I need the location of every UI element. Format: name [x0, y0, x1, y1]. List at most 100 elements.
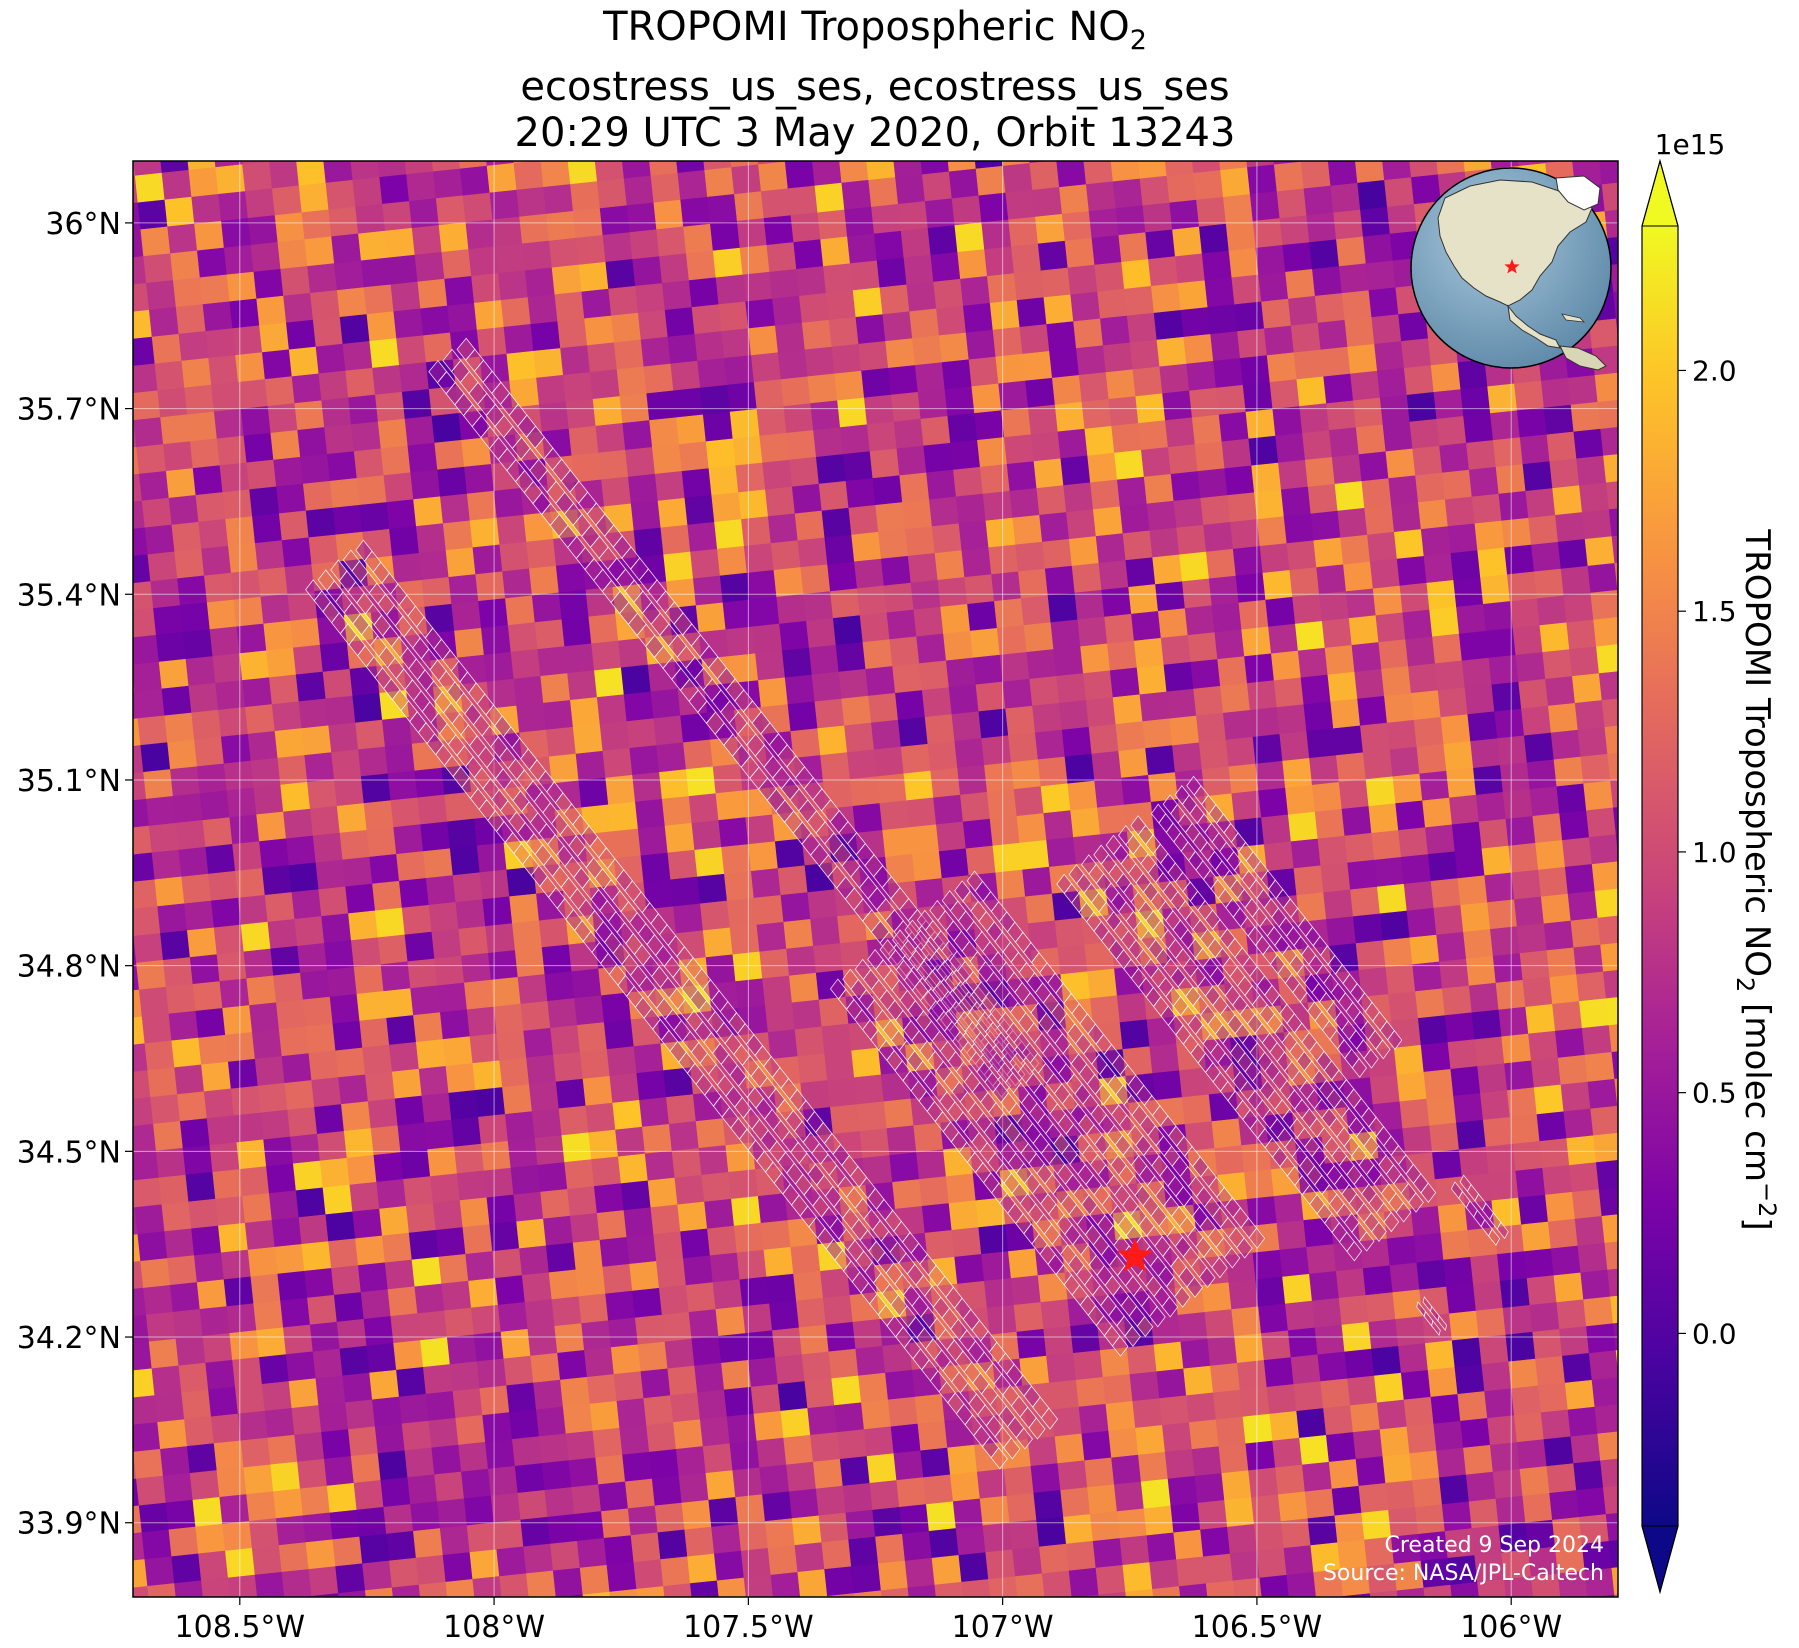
- no2-pixel: [572, 1239, 604, 1271]
- no2-pixel: [164, 196, 195, 228]
- no2-pixel: [1386, 1235, 1418, 1267]
- no2-pixel: [148, 307, 180, 338]
- no2-pixel: [141, 497, 173, 529]
- no2-pixel: [1570, 917, 1601, 949]
- no2-pixel: [1025, 893, 1056, 924]
- no2-pixel: [164, 1228, 195, 1259]
- no2-pixel: [1246, 680, 1278, 711]
- no2-pixel: [1266, 81, 1296, 111]
- no2-pixel: [220, 1249, 252, 1280]
- no2-pixel: [133, 309, 153, 340]
- no2-pixel: [814, 182, 845, 214]
- no2-pixel: [780, 376, 811, 407]
- no2-pixel: [1596, 128, 1626, 158]
- no2-pixel: [239, 1166, 270, 1197]
- no2-pixel: [1228, 1279, 1259, 1310]
- no2-pixel: [853, 1590, 883, 1597]
- no2-pixel: [797, 1053, 828, 1084]
- no2-pixel: [345, 367, 376, 399]
- no2-pixel: [951, 711, 982, 742]
- no2-pixel: [1460, 386, 1491, 417]
- no2-pixel: [218, 191, 249, 222]
- no2-pixel: [547, 998, 578, 1029]
- no2-pixel: [618, 1153, 649, 1184]
- no2-pixel: [530, 321, 561, 352]
- lat-tick-label: 34.5°N: [17, 1135, 121, 1170]
- no2-pixel: [783, 403, 814, 434]
- no2-pixel: [588, 1129, 619, 1160]
- no2-pixel: [259, 838, 290, 869]
- no2-pixel: [345, 1399, 376, 1430]
- no2-pixel: [790, 1244, 821, 1275]
- no2-pixel: [216, 435, 248, 466]
- no2-pixel: [1530, 1573, 1561, 1597]
- no2-pixel: [1501, 1033, 1532, 1064]
- no2-pixel: [1111, 423, 1142, 454]
- no2-pixel: [478, 1114, 509, 1145]
- no2-pixel: [1389, 746, 1421, 778]
- no2-pixel: [1465, 955, 1497, 987]
- no2-pixel: [212, 653, 243, 684]
- no2-pixel: [820, 752, 851, 783]
- no2-pixel: [482, 1412, 513, 1443]
- no2-pixel: [1475, 791, 1507, 823]
- no2-pixel: [650, 172, 682, 204]
- no2-pixel: [576, 1538, 608, 1569]
- no2-pixel: [1191, 414, 1223, 445]
- no2-pixel: [1046, 321, 1077, 352]
- no2-pixel: [1034, 729, 1066, 761]
- no2-pixel: [914, 362, 946, 393]
- no2-pixel: [1601, 1214, 1618, 1244]
- no2-pixel: [133, 608, 157, 638]
- no2-pixel: [202, 1333, 233, 1364]
- no2-pixel: [236, 623, 267, 654]
- no2-pixel: [70, 1103, 100, 1133]
- no2-pixel: [341, 1617, 371, 1647]
- no2-pixel: [195, 1523, 226, 1555]
- no2-pixel: [571, 968, 602, 999]
- no2-pixel: [393, 1340, 424, 1371]
- credit-source: Source: NASA/JPL-Caltech: [1323, 1561, 1604, 1586]
- no2-pixel: [1129, 1371, 1160, 1402]
- no2-pixel: [1223, 194, 1254, 225]
- no2-pixel: [697, 873, 728, 905]
- no2-pixel: [914, 1393, 946, 1425]
- no2-pixel: [1386, 204, 1418, 235]
- no2-pixel: [1218, 1443, 1249, 1474]
- no2-pixel: [572, 723, 604, 755]
- no2-pixel: [1158, 93, 1188, 123]
- no2-pixel: [750, 352, 782, 383]
- no2-pixel: [570, 697, 601, 728]
- no2-pixel: [1454, 848, 1486, 879]
- no2-pixel: [452, 1388, 483, 1419]
- footprint-pixel: [1211, 1256, 1228, 1279]
- no2-pixel: [218, 706, 249, 738]
- no2-pixel: [1549, 974, 1580, 1005]
- no2-pixel: [1557, 539, 1589, 570]
- globe-central-america: [1507, 304, 1561, 349]
- no2-pixel: [451, 1116, 482, 1148]
- no2-pixel: [1249, 191, 1281, 222]
- no2-pixel: [423, 848, 454, 879]
- no2-pixel: [885, 1369, 916, 1401]
- no2-pixel: [210, 111, 240, 141]
- no2-pixel: [766, 242, 797, 273]
- no2-pixel: [133, 1448, 164, 1480]
- no2-pixel: [723, 84, 753, 114]
- no2-pixel: [1409, 418, 1440, 450]
- no2-pixel: [1351, 642, 1382, 673]
- no2-pixel: [827, 1077, 858, 1108]
- no2-pixel: [561, 616, 592, 647]
- no2-pixel: [1021, 80, 1051, 110]
- no2-pixel: [485, 1439, 516, 1470]
- footprint-swath: [1416, 1296, 1448, 1337]
- lon-tick-label: 106.5°W: [1192, 1610, 1323, 1645]
- no2-pixel: [507, 622, 539, 653]
- no2-pixel: [1057, 1460, 1088, 1491]
- no2-pixel: [1362, 233, 1394, 265]
- no2-pixel: [1203, 1553, 1234, 1585]
- no2-pixel: [579, 1049, 611, 1080]
- no2-pixel: [974, 410, 1005, 441]
- no2-pixel: [225, 516, 256, 547]
- no2-pixel: [1430, 362, 1462, 393]
